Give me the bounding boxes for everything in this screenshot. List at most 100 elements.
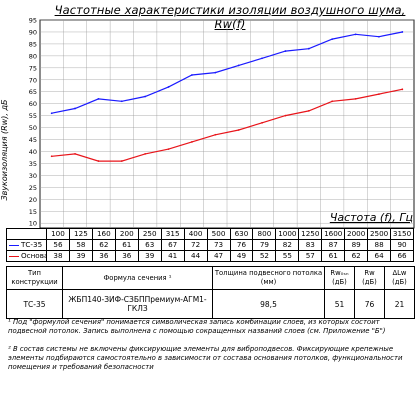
frequency-cell: 88	[367, 239, 392, 251]
frequency-cell: 36	[91, 250, 116, 262]
data-point	[167, 148, 170, 151]
header-rw-base: Rw₀ₛₙ (дБ)	[324, 266, 355, 290]
cell-rw: 76	[354, 289, 385, 319]
x-axis-label: Частота (f), Гц	[330, 211, 413, 224]
x-tick-label: 630	[229, 228, 254, 240]
data-point	[214, 133, 217, 136]
frequency-cell: 57	[298, 250, 323, 262]
x-tick-label: 1000	[275, 228, 300, 240]
frequency-cell: 49	[229, 250, 254, 262]
header-delta-lw: ΔLw (дБ)	[384, 266, 415, 290]
frequency-row: Основа 38 39 36 36 39 41 44 47 49 52 55 57 61 62 64 66	[6, 250, 414, 262]
y-tick-label: 40	[29, 148, 37, 156]
data-point	[261, 121, 263, 124]
frequency-cell: 62	[91, 239, 116, 251]
y-axis-label: Звукоизоляция (Rw), дБ	[0, 99, 9, 201]
frequency-cell: 61	[114, 239, 139, 251]
x-tick-label: 250	[137, 228, 162, 240]
y-tick-label: 75	[29, 64, 37, 72]
legend-entry: Основа	[6, 250, 47, 262]
data-point	[378, 35, 380, 38]
data-point	[191, 141, 193, 143]
frequency-cell: 90	[390, 239, 414, 251]
legend-swatch	[9, 255, 19, 257]
x-tick-label: 800	[252, 228, 277, 240]
cell-rw-base: 51	[324, 289, 355, 319]
x-tick-label: 400	[183, 228, 208, 240]
data-point	[401, 88, 404, 91]
frequency-cell: 47	[206, 250, 231, 262]
data-point	[144, 152, 147, 155]
frequency-cell: 39	[68, 250, 93, 262]
frequency-cell: 55	[275, 250, 300, 262]
legend-swatch	[9, 244, 19, 246]
data-point	[50, 155, 53, 158]
frequency-cell: 58	[68, 239, 93, 251]
legend-label: Основа	[21, 251, 47, 261]
frequency-cell: 79	[252, 239, 277, 251]
data-point	[307, 109, 310, 112]
y-tick-label: 95	[29, 17, 37, 25]
x-tick-label: 1600	[321, 228, 346, 240]
data-point	[74, 107, 76, 110]
data-point	[331, 38, 334, 41]
frequency-cell: 61	[321, 250, 346, 262]
header-rw: Rw (дБ)	[354, 266, 385, 290]
frequency-header-row: 100 125 160 200 250 315 400 500 630 800 1000 1250 16…	[6, 228, 414, 240]
y-tick-label: 20	[29, 196, 37, 204]
cell-formula: ЖБП140-ЗИФ-СЗБППремиум-АГМ1-ГКЛЗ	[62, 289, 213, 319]
data-point	[167, 86, 170, 88]
frequency-cell: 87	[321, 239, 346, 251]
frequency-cell: 44	[183, 250, 208, 262]
footnote-1: ¹ Под "формулой сечения" понимается симв…	[8, 318, 386, 336]
header-type: Тип конструкции	[6, 266, 63, 290]
data-point	[331, 100, 334, 103]
data-point	[237, 129, 240, 131]
legend-entry: ТС-35	[6, 239, 47, 251]
header-formula: Формула сечения ¹	[62, 266, 213, 290]
y-axis-ticks: 10 15 20 25 30 35 40 45 50 55 60 65 70 75 80 85 90 95	[29, 17, 37, 228]
chart-grid	[39, 19, 415, 229]
data-point	[97, 97, 100, 100]
page-title: Частотные характеристики изоляции воздуш…	[54, 3, 406, 31]
data-point	[74, 152, 76, 155]
x-tick-label: 500	[206, 228, 231, 240]
y-tick-label: 25	[29, 184, 37, 192]
series-line-0	[51, 31, 403, 114]
series-line-1	[51, 88, 403, 162]
x-tick-label: 1250	[298, 228, 323, 240]
data-point	[401, 31, 404, 33]
frequency-cell: 62	[344, 250, 369, 262]
frequency-cell: 73	[206, 239, 231, 251]
x-tick-label: 160	[91, 228, 116, 240]
y-tick-label: 70	[29, 76, 37, 84]
data-point	[144, 95, 147, 98]
data-point	[284, 50, 287, 52]
y-tick-label: 15	[29, 208, 37, 216]
data-point	[284, 114, 287, 117]
y-tick-label: 65	[29, 88, 37, 96]
frequency-cell: 72	[183, 239, 208, 251]
frequency-cell: 89	[344, 239, 369, 251]
y-tick-label: 80	[29, 52, 37, 60]
x-tick-label: 200	[114, 228, 139, 240]
cell-thickness: 98,5	[212, 289, 325, 319]
frequency-cell: 36	[114, 250, 139, 262]
data-point	[378, 93, 380, 96]
data-point	[120, 100, 123, 103]
data-point	[50, 112, 53, 115]
cell-type: ТС-35	[6, 289, 63, 319]
x-tick-label: 125	[68, 228, 93, 240]
data-point	[120, 160, 123, 162]
frequency-cell: 76	[229, 239, 254, 251]
x-tick-label: 2000	[344, 228, 369, 240]
y-tick-label: 55	[29, 112, 37, 120]
y-tick-label: 60	[29, 100, 37, 108]
data-point	[354, 33, 357, 36]
data-point	[237, 64, 240, 67]
frequency-header-blank	[6, 228, 47, 240]
y-tick-label: 85	[29, 40, 37, 48]
data-point	[97, 160, 100, 162]
data-point	[307, 47, 310, 50]
chart-series	[50, 31, 404, 162]
